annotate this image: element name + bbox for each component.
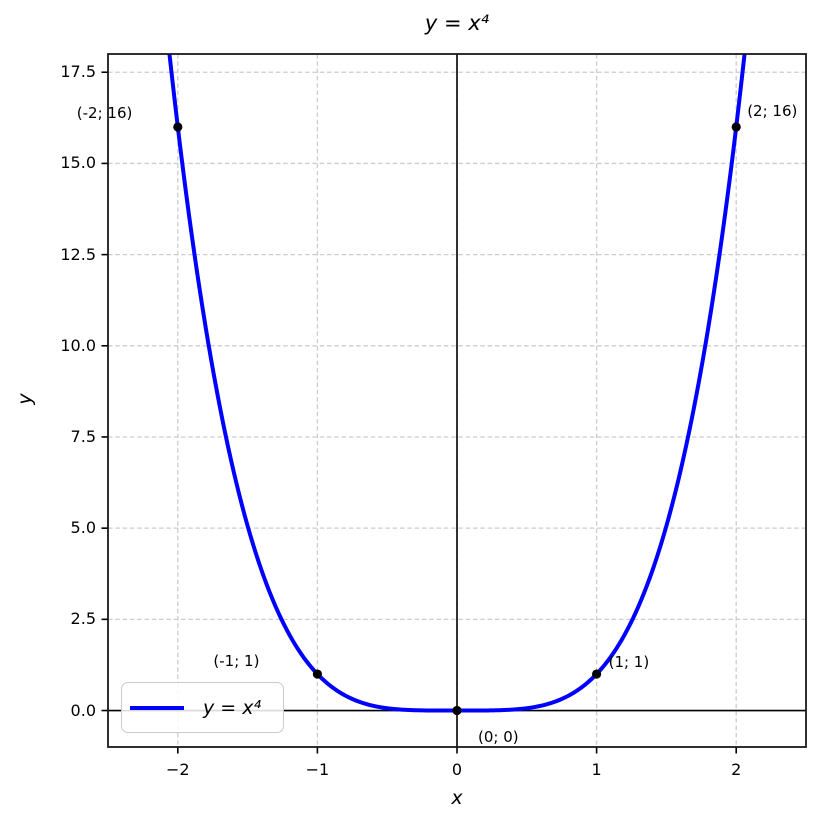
axes-spines (107, 53, 807, 748)
chart-title: y = x⁴ (424, 11, 490, 35)
x-tick-label: 1 (591, 760, 602, 779)
point-annotation: (1; 1) (608, 653, 650, 672)
x-tick-label: −2 (166, 760, 190, 779)
y-tick-label: 2.5 (70, 609, 96, 629)
y-tick-label: 10.0 (60, 335, 96, 355)
y-tick-label: 0.0 (70, 700, 96, 720)
y-tick-label: 12.5 (60, 244, 96, 264)
y-tick-label: 5.0 (70, 518, 96, 538)
point-annotation: (2; 16) (747, 101, 798, 120)
marked-point (731, 122, 741, 132)
legend-entry-label: y = x⁴ (203, 696, 262, 719)
x-tick-label: 0 (451, 760, 463, 779)
x-tick-label: −1 (305, 760, 330, 779)
point-annotation: (-1; 1) (213, 652, 260, 671)
legend: y = x⁴ (121, 682, 284, 733)
y-axis-label: y (14, 393, 36, 405)
marked-point (452, 705, 462, 716)
legend-line-sample (130, 705, 184, 710)
marked-point (592, 669, 602, 679)
y-tick-label: 17.5 (60, 62, 96, 82)
x-tick-label: 2 (731, 760, 742, 779)
marked-point (173, 122, 183, 132)
y-tick-label: 15.0 (60, 153, 96, 173)
x-axis-label: x (451, 787, 463, 809)
point-annotation: (-2; 16) (76, 103, 133, 122)
point-annotation: (0; 0) (478, 727, 519, 746)
y-tick-label: 7.5 (70, 426, 96, 446)
marked-point (312, 669, 322, 679)
